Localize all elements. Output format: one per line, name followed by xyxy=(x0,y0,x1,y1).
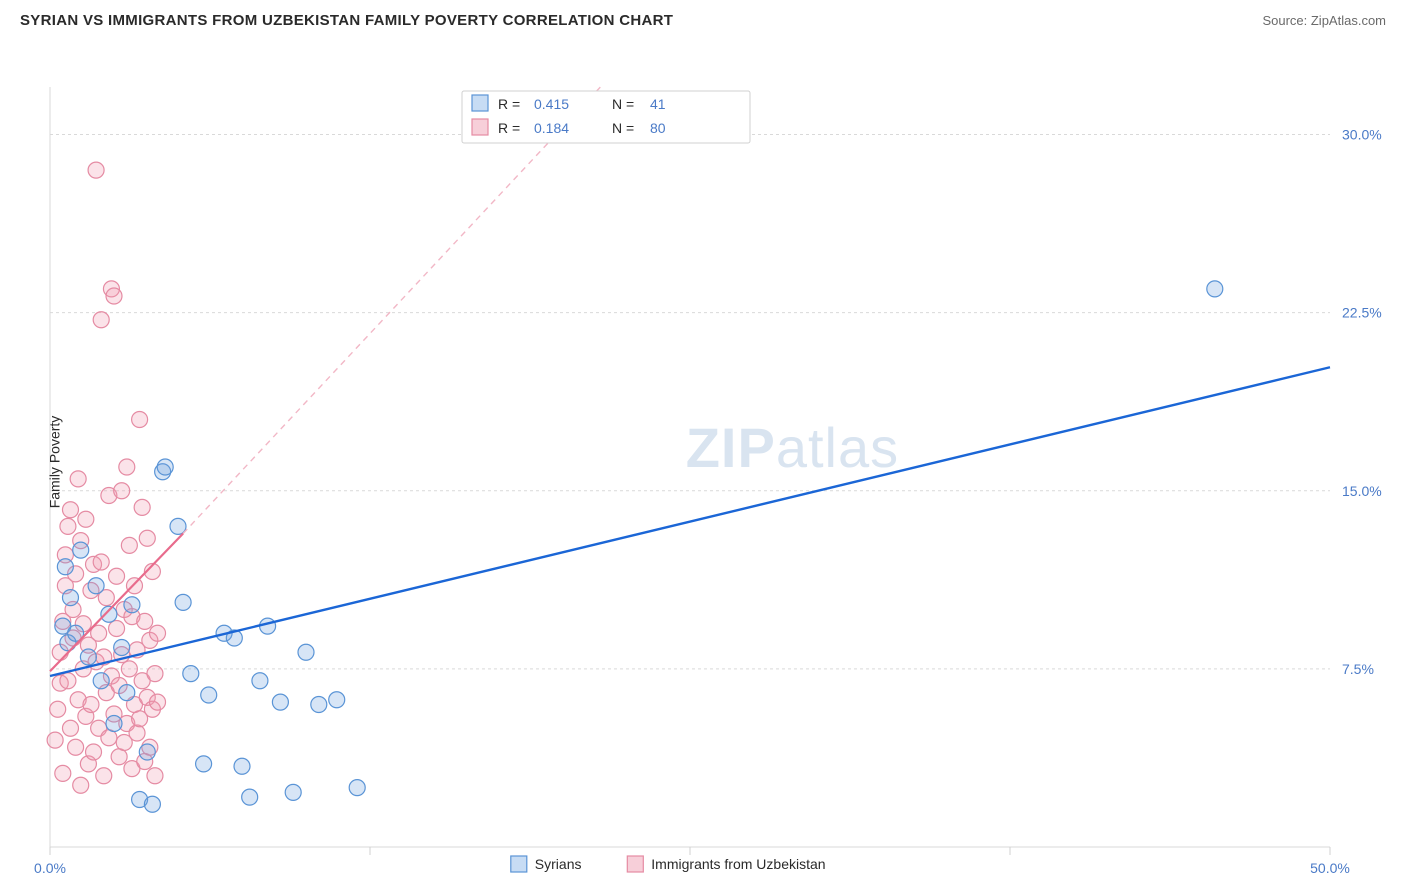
chart-area: Family Poverty ZIPatlas 7.5% 15.0% 22.5% 30.… xyxy=(0,37,1406,887)
y-axis-label: Family Poverty xyxy=(46,416,62,509)
data-point xyxy=(78,511,94,527)
data-point xyxy=(101,606,117,622)
data-point xyxy=(93,673,109,689)
data-point xyxy=(196,756,212,772)
data-point xyxy=(57,559,73,575)
data-point xyxy=(47,732,63,748)
data-point xyxy=(126,578,142,594)
data-point xyxy=(298,644,314,660)
legend-value: 80 xyxy=(650,120,666,136)
data-point xyxy=(121,537,137,553)
data-point xyxy=(88,578,104,594)
data-point xyxy=(139,530,155,546)
data-point xyxy=(1207,281,1223,297)
data-point xyxy=(114,483,130,499)
legend-label: R = xyxy=(498,96,520,112)
data-point xyxy=(55,765,71,781)
data-point xyxy=(50,701,66,717)
legend-label: N = xyxy=(612,96,634,112)
data-point xyxy=(101,730,117,746)
data-point xyxy=(260,618,276,634)
data-point xyxy=(137,613,153,629)
legend-label: Syrians xyxy=(535,856,582,872)
data-point xyxy=(109,568,125,584)
data-point xyxy=(234,758,250,774)
data-point xyxy=(80,649,96,665)
y-tick-label: 15.0% xyxy=(1342,483,1382,499)
data-point xyxy=(119,459,135,475)
data-point xyxy=(329,692,345,708)
data-point xyxy=(96,768,112,784)
data-point xyxy=(175,594,191,610)
data-point xyxy=(150,625,166,641)
legend-swatch xyxy=(472,95,488,111)
legend-label: Immigrants from Uzbekistan xyxy=(651,856,825,872)
data-point xyxy=(252,673,268,689)
watermark: ZIPatlas xyxy=(686,416,899,479)
data-point xyxy=(129,725,145,741)
data-point xyxy=(147,768,163,784)
legend-value: 41 xyxy=(650,96,666,112)
data-point xyxy=(86,744,102,760)
data-point xyxy=(157,459,173,475)
data-point xyxy=(272,694,288,710)
legend-value: 0.415 xyxy=(534,96,569,112)
data-point xyxy=(68,739,84,755)
data-point xyxy=(114,640,130,656)
legend-swatch xyxy=(511,856,527,872)
data-point xyxy=(83,697,99,713)
data-point xyxy=(93,312,109,328)
data-point xyxy=(311,697,327,713)
data-point xyxy=(111,749,127,765)
x-tick-label: 0.0% xyxy=(34,860,66,876)
data-point xyxy=(70,471,86,487)
data-point xyxy=(124,597,140,613)
data-point xyxy=(139,744,155,760)
data-point xyxy=(119,685,135,701)
data-point xyxy=(106,288,122,304)
legend-swatch xyxy=(627,856,643,872)
chart-title: SYRIAN VS IMMIGRANTS FROM UZBEKISTAN FAM… xyxy=(20,12,673,29)
data-point xyxy=(285,784,301,800)
trend-line-dash xyxy=(183,87,600,534)
y-tick-label: 7.5% xyxy=(1342,661,1374,677)
y-tick-label: 30.0% xyxy=(1342,127,1382,143)
data-point xyxy=(183,666,199,682)
data-point xyxy=(121,661,137,677)
legend-label: R = xyxy=(498,120,520,136)
chart-header: SYRIAN VS IMMIGRANTS FROM UZBEKISTAN FAM… xyxy=(0,0,1406,37)
data-point xyxy=(201,687,217,703)
data-point xyxy=(62,590,78,606)
data-point xyxy=(62,502,78,518)
data-point xyxy=(106,716,122,732)
data-point xyxy=(93,554,109,570)
data-point xyxy=(73,542,89,558)
data-point xyxy=(73,777,89,793)
scatter-chart: ZIPatlas 7.5% 15.0% 22.5% 30.0% 0.0% 50.0% R = 0… xyxy=(0,37,1406,887)
data-point xyxy=(349,780,365,796)
data-point xyxy=(109,621,125,637)
data-point xyxy=(62,720,78,736)
legend-label: N = xyxy=(612,120,634,136)
y-tick-label: 22.5% xyxy=(1342,305,1382,321)
chart-source: Source: ZipAtlas.com xyxy=(1262,13,1386,28)
data-point xyxy=(88,162,104,178)
legend-swatch xyxy=(472,119,488,135)
data-point xyxy=(147,666,163,682)
data-point xyxy=(150,694,166,710)
data-point xyxy=(60,518,76,534)
data-point xyxy=(60,673,76,689)
data-point xyxy=(132,412,148,428)
x-tick-label: 50.0% xyxy=(1310,860,1350,876)
data-point xyxy=(242,789,258,805)
trend-line xyxy=(50,367,1330,676)
legend-value: 0.184 xyxy=(534,120,569,136)
data-point xyxy=(144,796,160,812)
data-point xyxy=(134,499,150,515)
